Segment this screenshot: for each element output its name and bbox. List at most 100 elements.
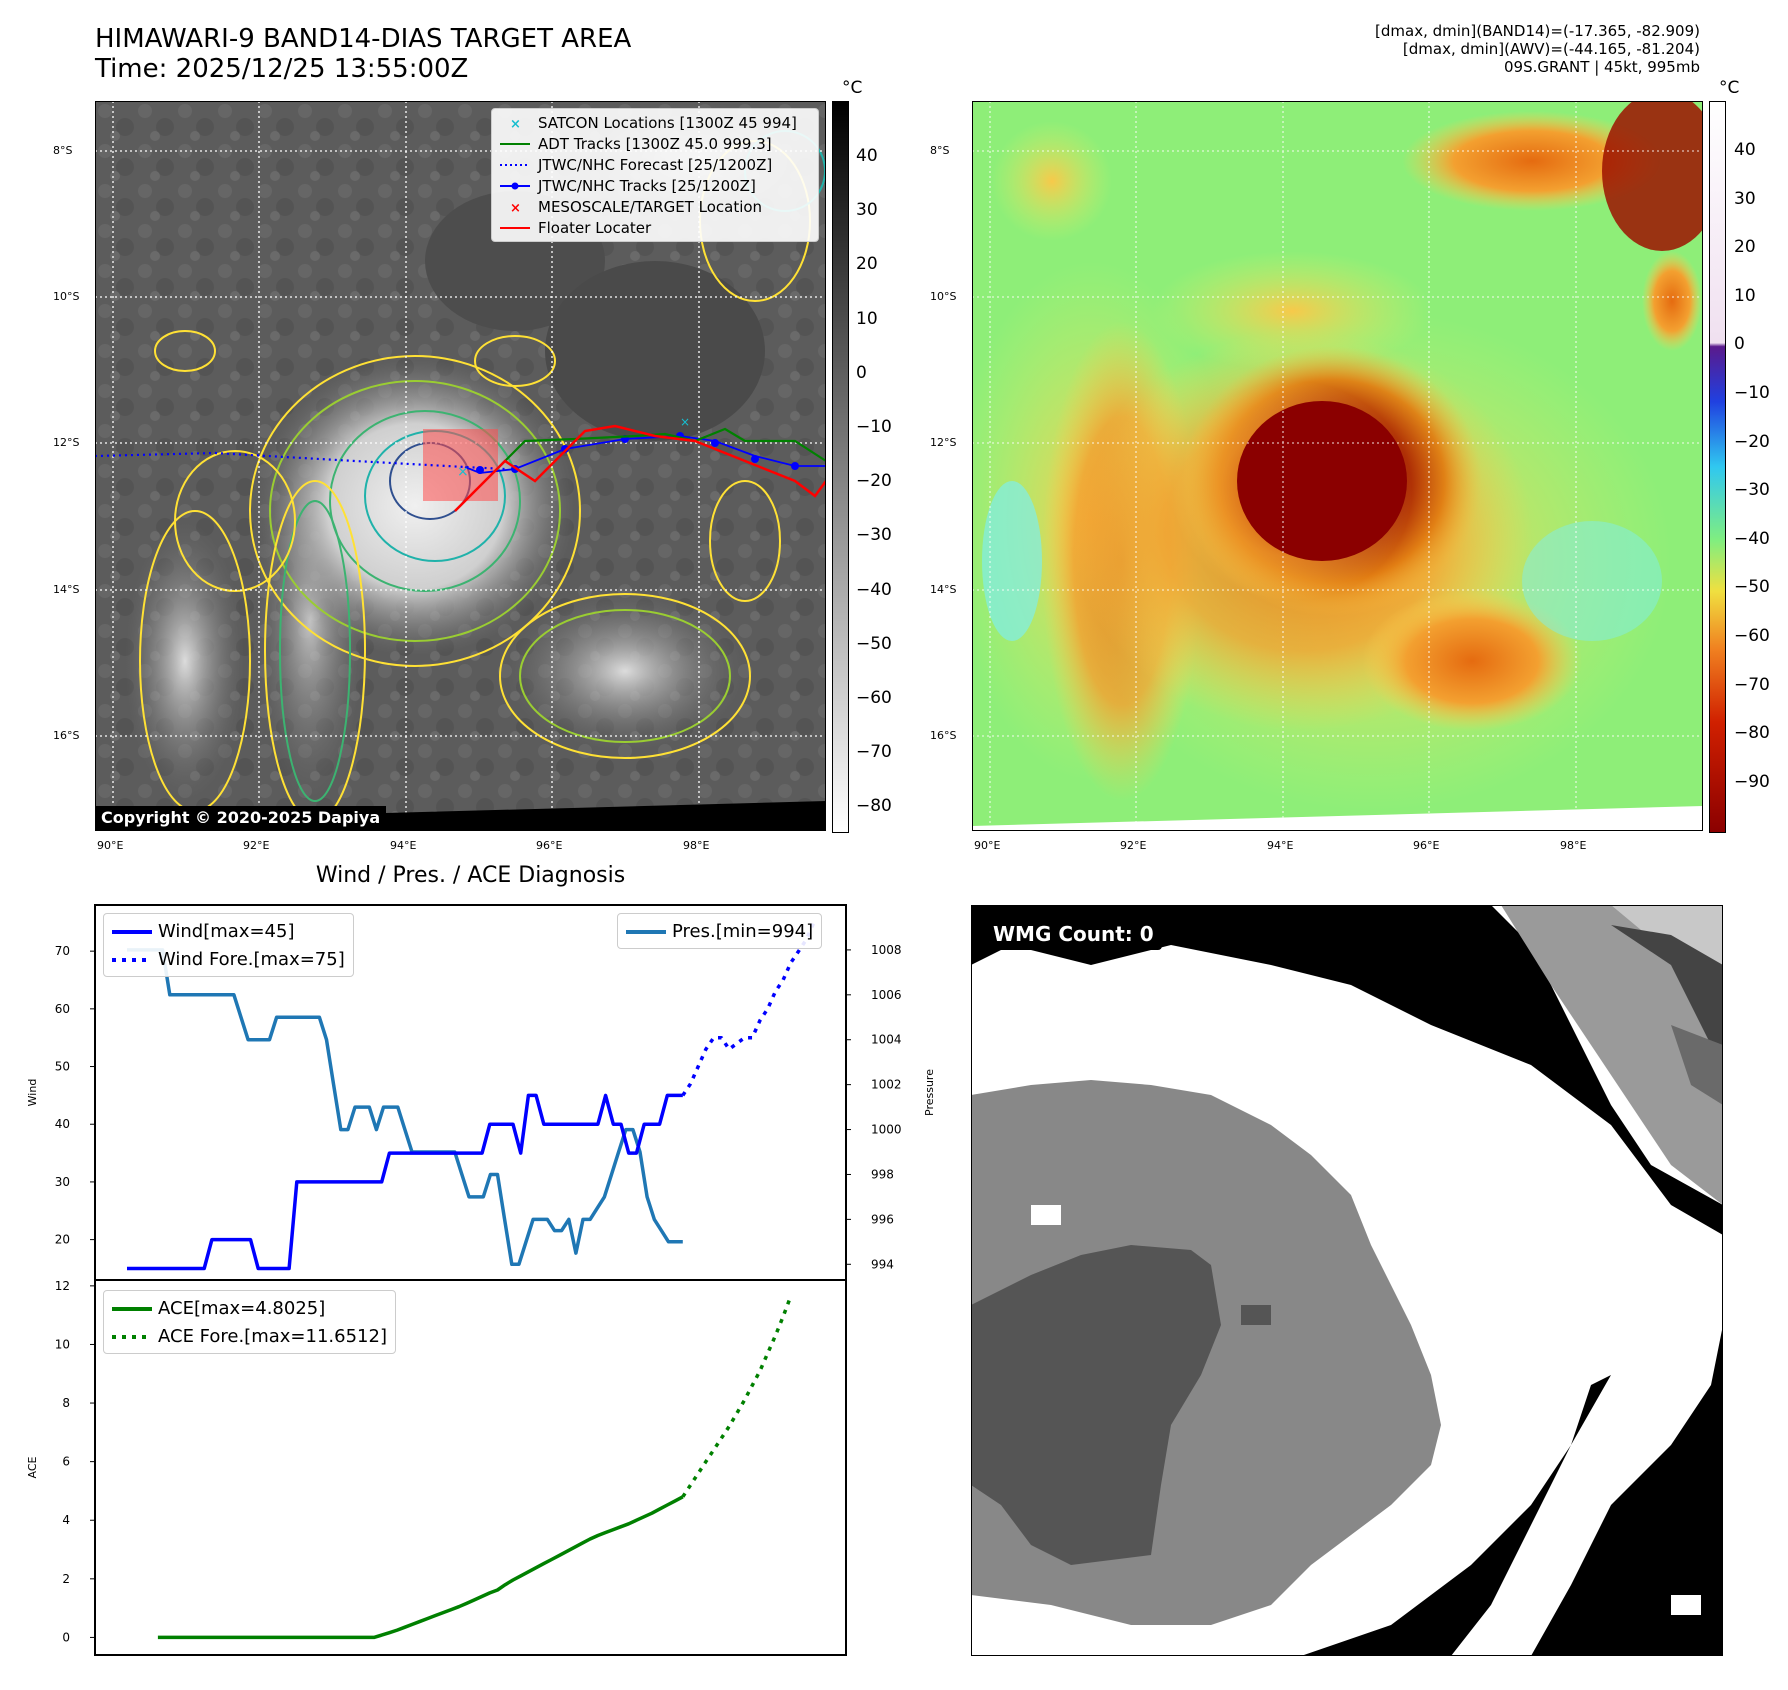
map-legend-symbol	[500, 219, 538, 237]
colorbar-tick-label: −10	[1734, 383, 1770, 403]
jtwc-track	[464, 435, 826, 474]
map-legend-label: ADT Tracks [1300Z 45.0 999.3]	[538, 134, 772, 153]
wind-tick-label: 20	[55, 1233, 70, 1247]
wind-line	[127, 1093, 683, 1271]
pressure-tick-label: 994	[871, 1257, 894, 1271]
copyright-badge: Copyright © 2020-2025 Dapiya	[95, 806, 387, 829]
svg-text:×: ×	[510, 202, 521, 212]
satcon-center-marker: ×	[457, 464, 469, 480]
lat-tick-label: 12°S	[53, 436, 80, 449]
colorbar-tick-label: −80	[856, 796, 892, 817]
map-legend-label: JTWC/NHC Forecast [25/1200Z]	[538, 155, 773, 174]
map-legend-item: JTWC/NHC Tracks [25/1200Z]	[492, 175, 818, 196]
map-legend-symbol: ×	[500, 114, 538, 132]
awv-map-image	[952, 91, 1722, 832]
map-legend-item: JTWC/NHC Forecast [25/1200Z]	[492, 154, 818, 175]
info-line-3: 09S.GRANT | 45kt, 995mb	[1503, 58, 1700, 76]
colorbar-tick-label: 30	[1734, 188, 1756, 209]
map-legend-symbol	[500, 177, 538, 195]
map-legend-item: × SATCON Locations [1300Z 45 994]	[492, 112, 818, 133]
satcon-marker: ×	[680, 415, 690, 429]
ace-axis-label: ACE	[26, 1456, 39, 1478]
colorbar-tick-label: −70	[856, 742, 892, 763]
lon-tick-label: 90°E	[974, 839, 1001, 852]
wind-tick-label: 40	[55, 1117, 70, 1131]
lon-tick-label: 92°E	[1120, 839, 1147, 852]
map-legend-symbol: ×	[500, 198, 538, 216]
storm-info: [dmax, dmin](BAND14)=(-17.365, -82.909) …	[1375, 22, 1700, 76]
colorbar-tick-label: −30	[856, 525, 892, 546]
colorbar-tick-label: −40	[856, 579, 892, 600]
lat-tick-label: 16°S	[930, 729, 957, 742]
colorbar-left-unit: °C	[842, 78, 863, 98]
lon-tick-label: 94°E	[1267, 839, 1294, 852]
lat-tick-label: 8°S	[53, 144, 73, 157]
map-legend-item: ADT Tracks [1300Z 45.0 999.3]	[492, 133, 818, 154]
colorbar-tick-label: −50	[1734, 577, 1770, 598]
colorbar-tick-label: 20	[1734, 237, 1756, 258]
wind-tick-label: 50	[55, 1060, 70, 1074]
pressure-tick-label: 1002	[871, 1078, 902, 1092]
lon-tick-label: 98°E	[1560, 839, 1587, 852]
legend-ace: ACE[max=4.8025]	[112, 1297, 326, 1319]
pressure-tick-label: 1008	[871, 943, 902, 957]
map-legend-label: SATCON Locations [1300Z 45 994]	[538, 113, 797, 132]
wmg-panel	[970, 904, 1724, 1657]
colorbar-right	[1709, 101, 1726, 833]
lon-tick-label: 94°E	[390, 839, 417, 852]
pressure-line	[127, 948, 683, 1267]
wind-tick-label: 70	[55, 944, 70, 958]
colorbar-tick-label: 30	[856, 200, 878, 221]
ace-axes-frame	[94, 1279, 847, 1656]
colorbar-tick-label: 40	[856, 146, 878, 166]
colorbar-tick-label: 40	[1734, 140, 1756, 160]
lat-tick-label: 14°S	[930, 583, 957, 596]
title-line-1: HIMAWARI-9 BAND14-DIAS TARGET AREA	[95, 24, 632, 54]
pressure-tick-label: 1000	[871, 1123, 902, 1137]
wind-forecast-line	[681, 921, 816, 1097]
map-legend-label: MESOSCALE/TARGET Location	[538, 197, 763, 216]
colorbar-tick-label: 0	[856, 362, 867, 383]
ace-tick-label: 12	[55, 1279, 70, 1293]
wind-tick-label: 30	[55, 1175, 70, 1189]
map-legend: × SATCON Locations [1300Z 45 994] ADT Trac…	[491, 108, 819, 242]
ace-forecast-line	[681, 1295, 793, 1498]
ace-tick-label: 2	[62, 1572, 70, 1586]
legend-wind: Wind[max=45]	[112, 920, 295, 942]
lat-tick-label: 14°S	[53, 583, 80, 596]
colorbar-tick-label: −20	[856, 471, 892, 492]
pressure-axis-label: Pressure	[923, 1069, 936, 1116]
colorbar-tick-label: −30	[1734, 480, 1770, 501]
map-legend-item: × MESOSCALE/TARGET Location	[492, 196, 818, 217]
wmg-image	[970, 904, 1724, 1657]
lon-tick-label: 98°E	[683, 839, 710, 852]
colorbar-tick-label: −80	[1734, 723, 1770, 744]
colorbar-tick-label: −10	[856, 417, 892, 437]
pressure-tick-label: 1006	[871, 988, 902, 1002]
lon-tick-label: 96°E	[1413, 839, 1440, 852]
lat-tick-label: 16°S	[53, 729, 80, 742]
map-legend-item: Floater Locater	[492, 217, 818, 238]
target-area	[423, 429, 498, 501]
svg-text:×: ×	[510, 118, 521, 128]
colorbar-tick-label: 20	[856, 254, 878, 275]
legend-pressure: Pres.[min=994]	[626, 920, 814, 942]
diagnosis-chart: 2030405060709949969981000100210041006100…	[26, 904, 936, 1656]
legend-ace-forecast: ACE Fore.[max=11.6512]	[112, 1325, 387, 1347]
ace-line	[157, 1495, 684, 1640]
pressure-tick-label: 998	[871, 1167, 894, 1181]
lon-tick-label: 90°E	[97, 839, 124, 852]
wind-legend: Wind[max=45] Wind Fore.[max=75]	[103, 913, 354, 977]
floater-track	[454, 424, 828, 512]
wind-axis-label: Wind	[26, 1079, 39, 1107]
chart-title: HIMAWARI-9 BAND14-DIAS TARGET AREA Time:…	[95, 24, 631, 84]
colorbar-tick-label: −20	[1734, 431, 1770, 452]
ace-tick-label: 4	[62, 1513, 70, 1527]
colorbar-right-unit: °C	[1719, 78, 1740, 98]
ace-tick-label: 0	[62, 1630, 70, 1644]
colorbar-left	[832, 101, 849, 833]
lon-tick-label: 96°E	[536, 839, 563, 852]
colorbar-tick-label: −50	[856, 633, 892, 654]
map-legend-symbol	[500, 135, 538, 153]
pressure-legend: Pres.[min=994]	[617, 913, 823, 949]
